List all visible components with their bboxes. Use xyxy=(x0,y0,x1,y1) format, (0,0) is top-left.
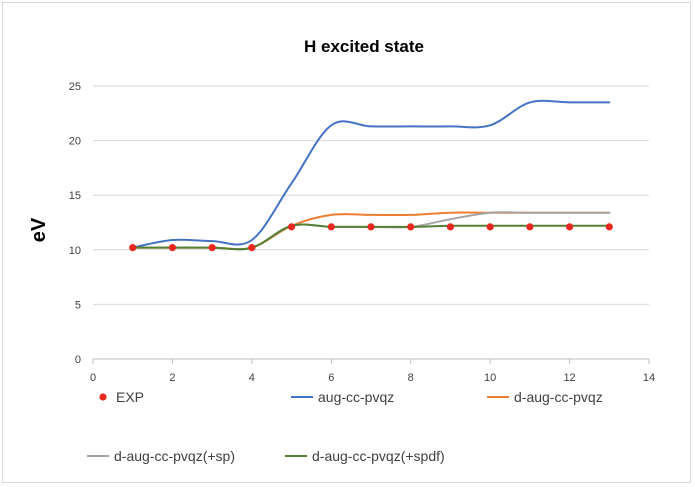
data-point-exp xyxy=(129,244,137,252)
legend-label-d-aug-cc-pvqz-spdf: d-aug-cc-pvqz(+spdf) xyxy=(312,448,445,464)
legend-label-exp: EXP xyxy=(116,389,144,405)
x-tick-label: 2 xyxy=(169,372,175,384)
chart-area[interactable]: H excited state eV 0 5 10 15 20 25 0 2 4 6 8 10 12 14… xyxy=(2,2,691,483)
data-point-exp xyxy=(565,223,574,231)
series-line-d-aug-cc-pvqz xyxy=(131,211,611,251)
data-point-exp xyxy=(248,244,256,252)
data-point-exp xyxy=(367,223,375,231)
x-tick-label: 0 xyxy=(90,372,96,384)
x-tick-label: 4 xyxy=(249,372,255,384)
x-tick-label: 6 xyxy=(328,372,334,384)
data-point-exp xyxy=(327,223,335,231)
data-point-exp xyxy=(605,223,613,231)
data-point-exp xyxy=(168,244,177,252)
legend-label-d-aug-cc-pvqz-sp: d-aug-cc-pvqz(+sp) xyxy=(114,448,235,464)
data-point-exp xyxy=(407,223,415,231)
data-point-exp xyxy=(208,244,216,252)
x-tick-label: 14 xyxy=(643,372,655,384)
x-tick-label: 8 xyxy=(408,372,414,384)
legend-label-d-aug-cc-pvqz: d-aug-cc-pvqz xyxy=(514,389,603,405)
gridlines xyxy=(93,85,649,305)
data-point-exp xyxy=(486,223,494,231)
data-point-exp xyxy=(526,223,534,231)
x-tick-label: 10 xyxy=(484,372,496,384)
legend-marker-exp xyxy=(99,393,107,401)
axes: 0 5 10 15 20 25 0 2 4 6 8 10 12 14 xyxy=(69,81,655,384)
y-tick-label: 10 xyxy=(69,245,81,257)
y-tick-label: 0 xyxy=(75,354,81,366)
y-tick-label: 25 xyxy=(69,81,81,93)
y-tick-label: 15 xyxy=(69,190,81,202)
data-point-exp xyxy=(287,223,296,231)
chart-svg: H excited state eV 0 5 10 15 20 25 0 2 4 6 8 10 12 14… xyxy=(28,37,655,464)
series-layer xyxy=(129,99,613,252)
y-axis-label: eV xyxy=(28,217,50,242)
y-tick-label: 20 xyxy=(69,136,81,148)
y-tick-label: 5 xyxy=(75,299,81,311)
chart-title: H excited state xyxy=(304,37,424,56)
legend: EXP aug-cc-pvqz d-aug-cc-pvqz d-aug-cc-pvqz… xyxy=(87,389,603,464)
data-point-exp xyxy=(446,223,455,231)
x-tick-label: 12 xyxy=(563,372,575,384)
legend-label-aug-cc-pvqz: aug-cc-pvqz xyxy=(318,389,394,405)
series-line-aug-cc-pvqz xyxy=(131,99,611,249)
series-line-d-aug-cc-pvqz-sp xyxy=(131,211,611,251)
